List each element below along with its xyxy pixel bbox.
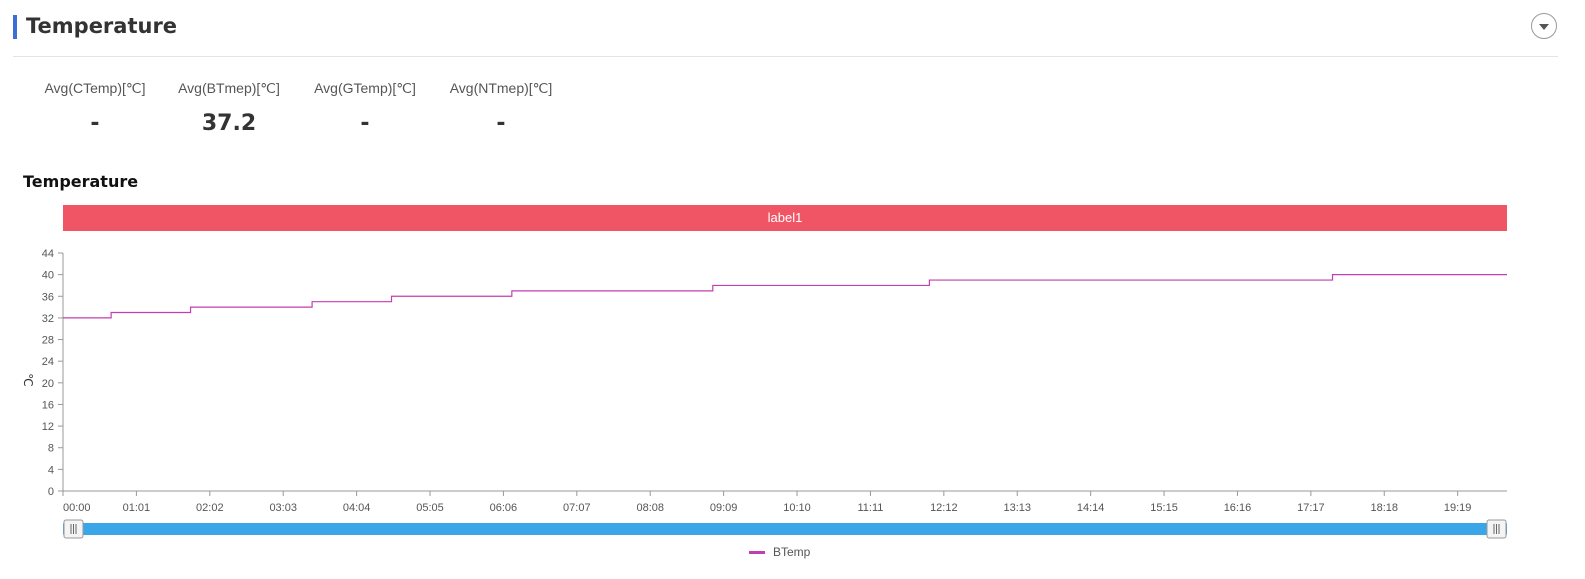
y-tick-label: 20: [42, 378, 54, 390]
header-accent-bar: [13, 15, 17, 39]
y-tick-label: 0: [48, 486, 54, 498]
x-tick-label: 15:15: [1150, 502, 1178, 514]
band-label: label1: [768, 210, 803, 225]
x-tick-label: 10:10: [783, 502, 811, 514]
stat-ntemp: Avg(NTmep)[℃] -: [436, 80, 566, 136]
x-tick-label: 06:06: [490, 502, 518, 514]
y-tick-label: 24: [42, 356, 54, 368]
x-tick-label: 07:07: [563, 502, 591, 514]
stat-ctemp: Avg(CTemp)[℃] -: [30, 80, 160, 136]
stat-value: -: [496, 111, 506, 136]
y-tick-label: 28: [42, 335, 54, 347]
x-tick-label: 19:19: [1444, 502, 1472, 514]
x-tick-label: 08:08: [636, 502, 664, 514]
y-tick-label: 8: [48, 443, 54, 455]
x-tick-label: 00:00: [63, 502, 91, 514]
legend-swatch: [749, 550, 765, 554]
x-tick-label: 09:09: [710, 502, 738, 514]
stat-label: Avg(BTmep)[℃]: [178, 80, 280, 96]
x-tick-label: 01:01: [123, 502, 151, 514]
y-tick-label: 16: [42, 399, 54, 411]
series-line-btemp: [63, 274, 1507, 319]
collapse-button[interactable]: [1531, 13, 1557, 39]
x-tick-label: 14:14: [1077, 502, 1105, 514]
status-band: [63, 205, 1507, 231]
y-tick-label: 36: [42, 291, 54, 303]
stat-value: -: [90, 111, 100, 136]
x-tick-label: 13:13: [1003, 502, 1031, 514]
chart-title: Temperature: [23, 172, 139, 191]
panel-title: Temperature: [26, 14, 178, 38]
stat-value: -: [360, 111, 370, 136]
x-tick-label: 03:03: [269, 502, 297, 514]
x-tick-label: 17:17: [1297, 502, 1325, 514]
x-tick-label: 16:16: [1224, 502, 1252, 514]
y-tick-label: 12: [42, 421, 54, 433]
chevron-down-icon: [1539, 24, 1549, 30]
x-tick-label: 12:12: [930, 502, 958, 514]
stat-label: Avg(CTemp)[℃]: [44, 80, 146, 96]
x-tick-label: 02:02: [196, 502, 224, 514]
stat-label: Avg(GTemp)[℃]: [314, 80, 416, 96]
x-tick-label: 05:05: [416, 502, 444, 514]
stat-gtemp: Avg(GTemp)[℃] -: [300, 80, 430, 136]
y-tick-label: 4: [48, 464, 54, 476]
x-tick-label: 11:11: [857, 502, 883, 514]
x-tick-label: 18:18: [1370, 502, 1398, 514]
legend-label: BTemp: [773, 545, 811, 559]
stat-label: Avg(NTmep)[℃]: [449, 80, 553, 96]
panel-header: Temperature: [13, 10, 1558, 57]
zoom-slider-track[interactable]: [63, 523, 1507, 535]
stat-value: 37.2: [201, 111, 257, 136]
y-tick-label: 40: [42, 270, 54, 282]
y-tick-label: 32: [42, 313, 54, 325]
stat-btemp: Avg(BTmep)[℃] 37.2: [164, 80, 294, 136]
x-tick-label: 04:04: [343, 502, 371, 514]
y-axis-label: ℃: [21, 373, 35, 386]
chart-legend[interactable]: BTemp: [749, 545, 810, 559]
y-tick-label: 44: [42, 248, 54, 260]
